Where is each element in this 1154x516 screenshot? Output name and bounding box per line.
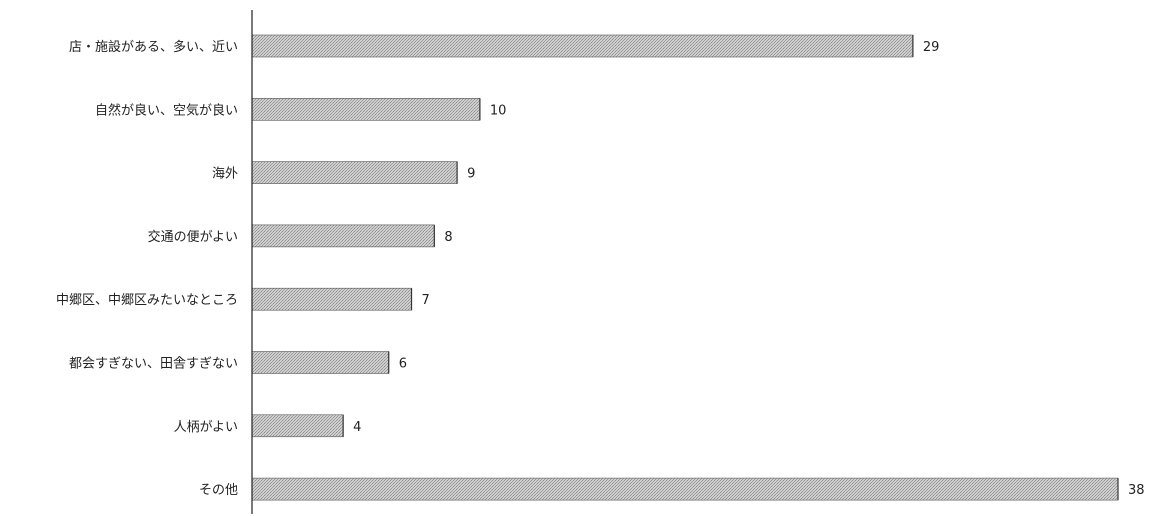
category-label-2: 海外: [212, 167, 238, 182]
bars-layer: [251, 34, 1119, 501]
bar-6: [251, 414, 344, 438]
value-label-4: 7: [422, 293, 430, 308]
bar-5: [251, 351, 390, 374]
value-label-6: 4: [353, 420, 361, 435]
category-label-7: その他: [199, 483, 238, 498]
value-label-2: 9: [467, 167, 475, 182]
bar-3: [251, 224, 435, 248]
value-label-7: 38: [1128, 483, 1145, 498]
bar-7: [251, 477, 1119, 501]
category-label-0: 店・施設がある、多い、近い: [69, 39, 238, 55]
category-label-4: 中郷区、中郷区みたいなところ: [56, 293, 238, 308]
value-label-3: 8: [444, 230, 452, 245]
bar-1: [251, 98, 481, 121]
value-labels: 29 10 9 8 7 6 4 38: [353, 40, 1144, 498]
value-label-1: 10: [490, 103, 507, 118]
category-labels: 店・施設がある、多い、近い自然が良い、空気が良い海外交通の便がよい中郷区、中郷区…: [56, 39, 238, 498]
category-label-3: 交通の便がよい: [148, 229, 238, 245]
bar-4: [251, 287, 412, 311]
value-label-0: 29: [923, 40, 940, 55]
value-label-5: 6: [399, 357, 407, 372]
bar-0: [251, 34, 914, 58]
category-label-5: 都会すぎない、田舎すぎない: [69, 357, 238, 372]
category-label-1: 自然が良い、空気が良い: [95, 102, 238, 118]
category-label-6: 人柄がよい: [174, 420, 238, 435]
bar-2: [251, 161, 458, 184]
